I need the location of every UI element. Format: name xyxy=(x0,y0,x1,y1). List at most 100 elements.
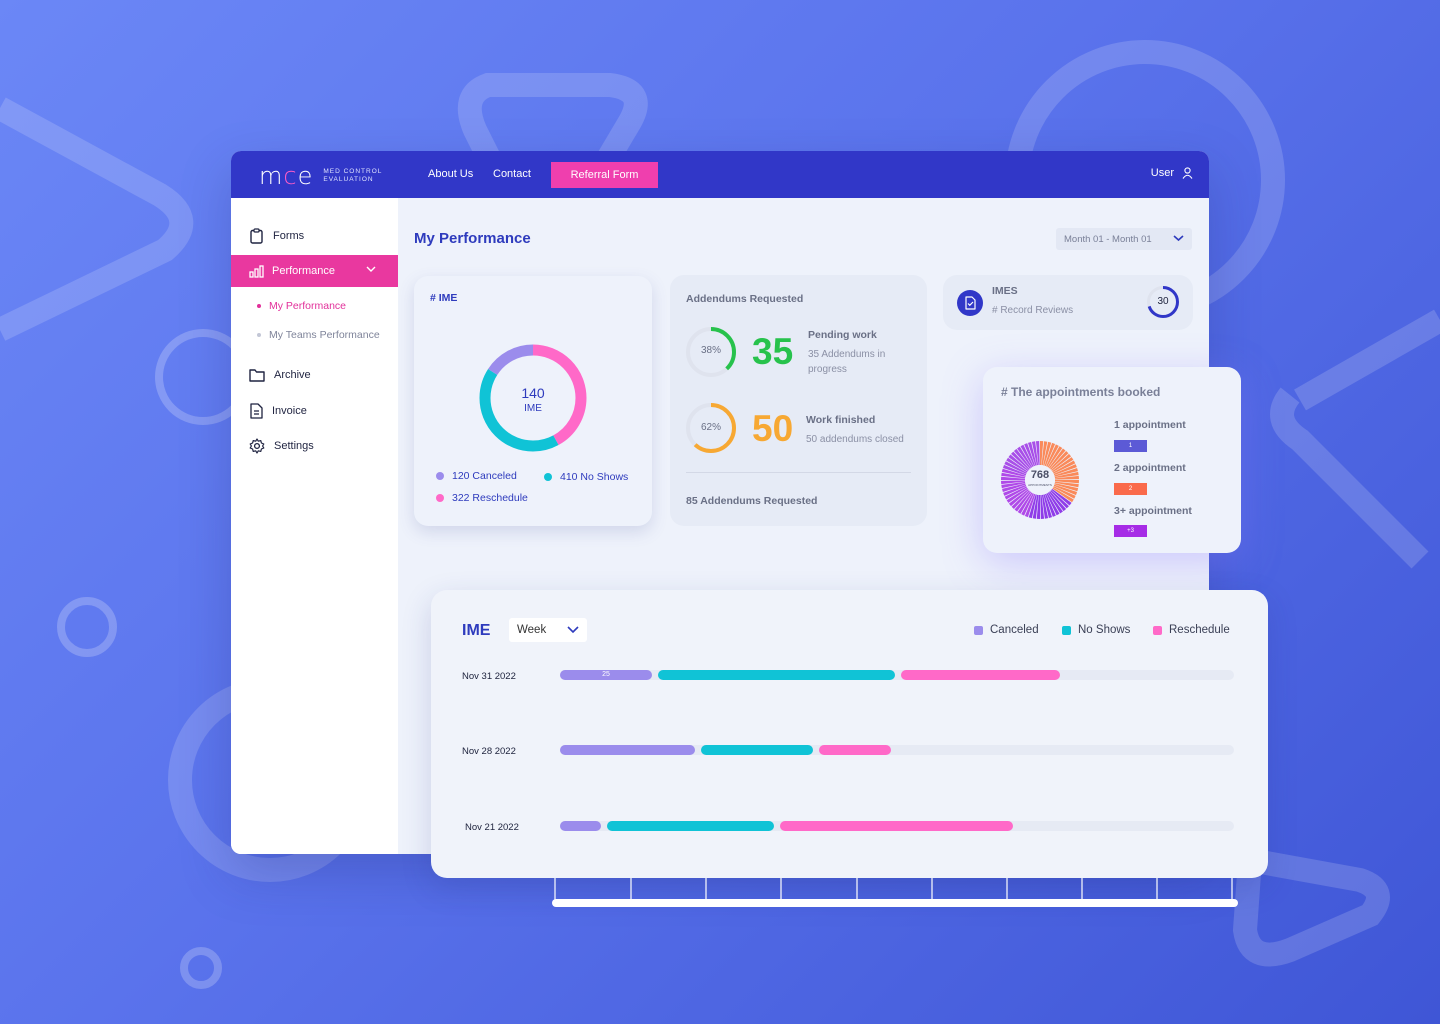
period-value: Week xyxy=(517,624,547,636)
logo[interactable]: mce MED CONTROL EVALUATION xyxy=(259,162,382,190)
radial-slice xyxy=(1006,457,1028,473)
legend-label: No Shows xyxy=(1078,624,1131,636)
radial-slice xyxy=(1040,441,1044,466)
appointment-1-badge: 1 xyxy=(1114,440,1147,452)
radial-slice xyxy=(1043,441,1052,466)
legend-swatch xyxy=(1062,625,1071,635)
radial-slice xyxy=(1054,483,1079,492)
radial-slice xyxy=(1051,488,1072,506)
radial-slice xyxy=(1001,468,1026,477)
bar-chart-icon xyxy=(249,264,264,278)
sidebar-item-performance[interactable]: Performance xyxy=(231,255,398,287)
radial-slice xyxy=(1052,460,1076,474)
sidebar-item-settings[interactable]: Settings xyxy=(249,438,314,454)
radial-slice xyxy=(1054,480,1079,484)
ime-summary-card: # IME 140 IME 120 Canceled 410 No Shows … xyxy=(414,276,652,526)
radial-slice xyxy=(1043,494,1053,518)
radial-slice xyxy=(1028,494,1037,519)
appointment-3-badge: +3 xyxy=(1114,525,1147,537)
legend-canceled: 120 Canceled xyxy=(436,470,517,482)
bar-reschedule[interactable] xyxy=(818,745,892,755)
bullet-icon xyxy=(257,304,261,308)
radial-slice xyxy=(1001,480,1026,485)
referral-form-button[interactable]: Referral Form xyxy=(551,162,658,188)
row-track xyxy=(560,670,1234,680)
bar-reschedule[interactable] xyxy=(779,821,1013,831)
addendums-footer: 85 Addendums Requested xyxy=(686,495,818,507)
nav-contact-link[interactable]: Contact xyxy=(493,168,531,180)
finished-label: Work finished xyxy=(806,414,876,426)
sidebar-sub-my-performance[interactable]: My Performance xyxy=(257,300,346,312)
pending-sub-1: 35 Addendums in xyxy=(808,349,886,360)
nav-about-link[interactable]: About Us xyxy=(428,168,474,180)
radial-slice xyxy=(1050,451,1069,470)
imes-subtitle: # Record Reviews xyxy=(992,305,1074,316)
bar-canceled[interactable] xyxy=(560,745,696,755)
page-title: My Performance xyxy=(414,230,531,247)
pending-ring-fill xyxy=(686,327,736,377)
appointments-radial-chart xyxy=(1001,441,1079,519)
date-range-select[interactable]: Month 01 - Month 01 xyxy=(1056,228,1192,250)
radial-slice xyxy=(1008,454,1029,472)
ime-total: 140 xyxy=(521,385,545,401)
appointments-title: # The appointments booked xyxy=(1001,385,1161,399)
finished-percent: 62% xyxy=(700,422,721,433)
legend-no-shows: 410 No Shows xyxy=(544,471,628,483)
sidebar-item-forms[interactable]: Forms xyxy=(249,228,304,244)
finished-ring-fill xyxy=(686,403,736,453)
radial-slice xyxy=(1054,475,1079,480)
period-select[interactable]: Week xyxy=(509,618,587,642)
radial-slice xyxy=(1008,489,1029,507)
radial-slice xyxy=(1036,494,1040,519)
bar-no-shows[interactable] xyxy=(658,670,896,680)
radial-slice xyxy=(1027,442,1037,466)
appointment-3-label: 3+ appointment xyxy=(1114,505,1192,517)
pending-sub-2: progress xyxy=(808,364,847,375)
radial-slice xyxy=(1035,441,1040,466)
bar-reschedule[interactable] xyxy=(901,670,1060,680)
logo-text: MED CONTROL EVALUATION xyxy=(323,168,383,183)
chart-x-axis xyxy=(552,878,1238,907)
finished-count: 50 xyxy=(752,408,794,449)
radial-slice xyxy=(1032,494,1039,519)
sidebar-item-invoice[interactable]: Invoice xyxy=(249,403,307,419)
donut-segment-canceled xyxy=(479,344,587,452)
appointments-total-label: APPOINTMENTS xyxy=(1028,483,1052,487)
sidebar-sub-teams-performance[interactable]: My Teams Performance xyxy=(257,329,380,341)
radial-slice xyxy=(1049,491,1067,512)
radial-slice xyxy=(1040,494,1045,519)
radial-slice xyxy=(1031,441,1039,466)
row-date-label: Nov 21 2022 xyxy=(465,822,519,833)
legend-label: 410 No Shows xyxy=(560,471,629,483)
legend-reschedule: 322 Reschedule xyxy=(436,492,528,504)
radial-slice xyxy=(1017,446,1033,468)
imes-title: IMES xyxy=(992,285,1018,297)
radial-slice xyxy=(1004,486,1028,500)
bar-no-shows[interactable] xyxy=(701,745,813,755)
radial-slice xyxy=(1001,481,1026,489)
bar-canceled[interactable] xyxy=(560,821,602,831)
appointment-1-label: 1 appointment xyxy=(1114,419,1186,431)
radial-slice xyxy=(1053,464,1077,476)
ime-donut-chart xyxy=(479,344,587,452)
user-menu[interactable]: User xyxy=(1151,167,1193,179)
bar-canceled[interactable] xyxy=(560,670,652,680)
radial-slice xyxy=(1052,487,1074,503)
divider xyxy=(686,472,911,473)
row-date-label: Nov 31 2022 xyxy=(462,671,516,682)
chevron-down-icon xyxy=(366,266,376,272)
radial-slice xyxy=(1044,442,1056,467)
finished-sub: 50 addendums closed xyxy=(806,434,904,445)
bar-no-shows[interactable] xyxy=(607,821,774,831)
sidebar: Forms Performance My Performance My Team… xyxy=(231,198,398,854)
addendums-card: Addendums Requested 38% 35 Pending work … xyxy=(670,275,927,526)
pending-label: Pending work xyxy=(808,329,877,341)
sidebar-sub-label: My Performance xyxy=(269,300,347,312)
radial-slice xyxy=(1003,484,1027,496)
appointments-card: # The appointments booked 768 APPOINTMEN… xyxy=(983,367,1241,553)
finished-progress-ring xyxy=(686,403,736,453)
radial-slice xyxy=(1052,457,1074,473)
sidebar-item-archive[interactable]: Archive xyxy=(249,368,311,382)
imes-card: IMES # Record Reviews 30 xyxy=(943,275,1193,330)
radial-slice xyxy=(1001,472,1026,479)
